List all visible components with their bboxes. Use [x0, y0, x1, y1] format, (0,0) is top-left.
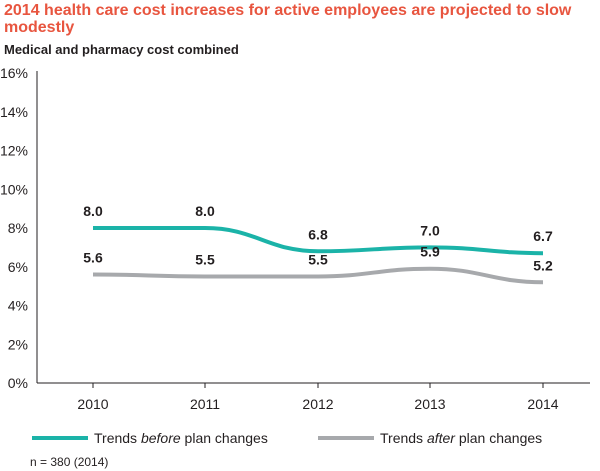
legend-label-part: plan changes — [181, 430, 268, 446]
legend-label-part: Trends — [94, 430, 141, 446]
legend-label-part: Trends — [380, 430, 427, 446]
data-label-before: 6.7 — [533, 228, 553, 244]
data-label-after: 5.5 — [308, 251, 328, 267]
x-tick-label: 2014 — [527, 396, 558, 412]
data-label-after: 5.6 — [83, 250, 103, 266]
x-tick-label: 2013 — [414, 396, 445, 412]
footnote: n = 380 (2014) — [30, 455, 109, 469]
legend-label-before: Trends before plan changes — [94, 430, 268, 446]
data-label-after: 5.2 — [533, 257, 553, 273]
y-tick-label: 12% — [0, 143, 28, 159]
series-line-before — [93, 225, 544, 256]
data-label-after: 5.5 — [195, 251, 215, 267]
y-tick-label: 14% — [0, 104, 28, 120]
y-tick-label: 0% — [8, 375, 28, 391]
data-label-before: 8.0 — [83, 203, 103, 219]
legend-label-part: before — [141, 430, 181, 446]
series-line-after — [92, 266, 544, 285]
legend-label-after: Trends after plan changes — [380, 430, 542, 446]
x-tick-label: 2012 — [302, 396, 333, 412]
legend-item-after: Trends after plan changes — [318, 430, 542, 446]
y-tick-label: 16% — [0, 65, 28, 81]
data-label-before: 6.8 — [308, 226, 328, 242]
x-tick-label: 2010 — [77, 396, 108, 412]
y-tick-label: 2% — [8, 336, 28, 352]
line-chart: 0% 2% 4% 6% 8% 10% 12% 14% 16% 2010 2011 2012 2013 20… — [0, 65, 590, 446]
x-tick-label: 2011 — [190, 396, 220, 412]
chart-title: 2014 health care cost increases for acti… — [4, 2, 572, 36]
y-tick-label: 8% — [8, 220, 28, 236]
y-tick-label: 4% — [8, 298, 28, 314]
y-tick-label: 10% — [0, 181, 28, 197]
data-label-before: 8.0 — [195, 203, 215, 219]
y-tick-label: 6% — [8, 259, 28, 275]
data-label-after: 5.9 — [420, 244, 440, 260]
legend-label-part: after — [427, 430, 456, 446]
legend-item-before: Trends before plan changes — [32, 430, 268, 446]
legend-label-part: plan changes — [455, 430, 542, 446]
data-label-before: 7.0 — [420, 222, 440, 238]
chart-subtitle: Medical and pharmacy cost combined — [4, 42, 239, 57]
